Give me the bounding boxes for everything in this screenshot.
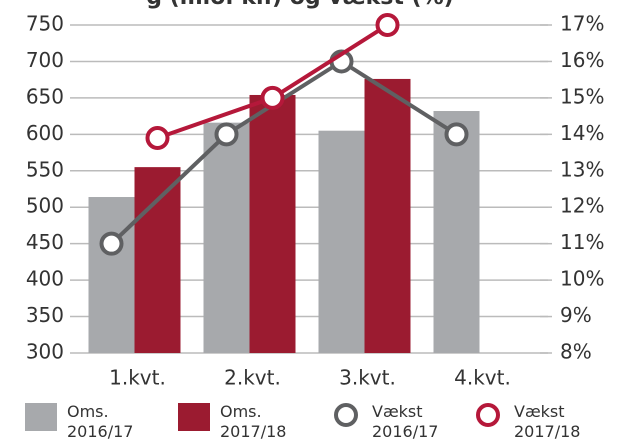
bar xyxy=(203,122,250,353)
bar xyxy=(318,130,365,353)
y2-tick-label: 17% xyxy=(560,12,604,36)
y-tick-label: 300 xyxy=(26,340,64,364)
y-tick-label: 500 xyxy=(26,194,64,218)
line-marker xyxy=(375,13,400,37)
x-tick-label: 1.kvt. xyxy=(109,366,166,390)
chart-title: g (mio. kr.) og vækst (%) xyxy=(146,0,453,10)
y2-tick-label: 10% xyxy=(560,267,604,291)
bar xyxy=(364,78,411,353)
legend-swatch xyxy=(25,403,57,431)
bar xyxy=(88,197,135,353)
y-tick-label: 400 xyxy=(26,267,64,291)
y2-tick-label: 14% xyxy=(560,121,604,145)
y-tick-label: 700 xyxy=(26,48,64,72)
y-tick-label: 750 xyxy=(26,12,64,36)
line-marker xyxy=(214,122,239,147)
y-tick-label: 650 xyxy=(26,84,64,108)
y-tick-label: 350 xyxy=(26,303,64,327)
legend-label: Vækst 2017/18 xyxy=(514,402,580,441)
legend-label: Vækst 2016/17 xyxy=(372,402,438,441)
legend-swatch xyxy=(476,403,500,427)
y2-tick-label: 9% xyxy=(560,303,592,327)
y2-tick-label: 13% xyxy=(560,157,604,181)
y-tick-label: 450 xyxy=(26,230,64,254)
legend-swatch xyxy=(334,403,358,427)
legend-swatch xyxy=(178,403,210,431)
legend-label: Oms. 2017/18 xyxy=(220,402,286,441)
x-tick-label: 3.kvt. xyxy=(339,366,396,390)
line-marker xyxy=(145,125,170,150)
x-tick-label: 2.kvt. xyxy=(224,366,281,390)
legend-label: Oms. 2016/17 xyxy=(67,402,133,441)
y2-tick-label: 11% xyxy=(560,230,604,254)
y2-tick-label: 16% xyxy=(560,48,604,72)
line-marker xyxy=(260,85,285,110)
y-tick-label: 600 xyxy=(26,121,64,145)
bar xyxy=(249,94,296,354)
line-marker xyxy=(444,122,469,147)
y2-tick-label: 8% xyxy=(560,340,592,364)
bar xyxy=(433,111,480,354)
bar xyxy=(134,167,181,353)
y2-tick-label: 12% xyxy=(560,194,604,218)
line-marker xyxy=(99,231,124,256)
y-tick-label: 550 xyxy=(26,157,64,181)
y2-tick-label: 15% xyxy=(560,84,604,108)
x-tick-label: 4.kvt. xyxy=(454,366,511,390)
